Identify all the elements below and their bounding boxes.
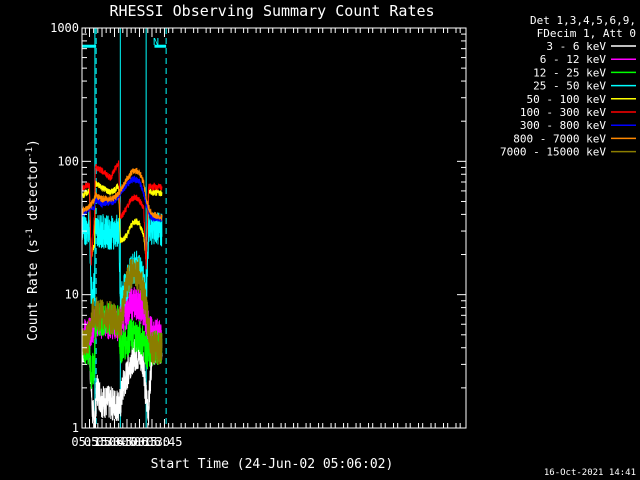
- y-tick-label: 100: [57, 154, 79, 168]
- series-line: [81, 330, 163, 429]
- y-axis-label: Count Rate (s-1 detector-1): [25, 139, 41, 341]
- legend-header-decimation: FDecim 1, Att 0: [537, 27, 636, 40]
- series-line: [81, 301, 163, 389]
- legend-item-label: 25 - 50 keV: [533, 80, 606, 93]
- x-tick-label: 06:15: [121, 435, 157, 449]
- generated-timestamp: 16-Oct-2021 14:41: [544, 468, 636, 478]
- legend-item-label: 800 - 7000 keV: [513, 132, 606, 145]
- legend-item-label: 3 - 6 keV: [546, 40, 606, 53]
- x-tick-label: 05:45: [96, 435, 132, 449]
- y-tick-label: 1000: [50, 21, 79, 35]
- legend-item-label: 300 - 800 keV: [520, 119, 606, 132]
- series-line: [81, 257, 163, 365]
- series-line: [81, 167, 163, 221]
- legend: Det 1,3,4,5,6,9, FDecim 1, Att 0 3 - 6 k…: [500, 14, 636, 159]
- y-axis: 1 10 100 1000: [50, 21, 466, 435]
- x-tick-label: 05:30: [84, 435, 120, 449]
- series-layer: [81, 160, 163, 429]
- x-axis-label: Start Time (24-Jun-02 05:06:02): [151, 457, 394, 472]
- legend-header-detectors: Det 1,3,4,5,6,9,: [530, 14, 636, 27]
- legend-item-label: 12 - 25 keV: [533, 66, 606, 79]
- legend-item-label: 100 - 300 keV: [520, 106, 606, 119]
- legend-item-label: 7000 - 15000 keV: [500, 146, 606, 159]
- plot-frame: [81, 27, 467, 429]
- y-tick-label: 1: [72, 421, 79, 435]
- x-tick-label: 06:30: [134, 435, 170, 449]
- legend-item-label: 50 - 100 keV: [527, 93, 607, 106]
- legend-item-label: 6 - 12 keV: [540, 53, 607, 66]
- x-tick-label: 06:45: [146, 435, 182, 449]
- series-line: [81, 160, 163, 270]
- x-tick-label: 06:00: [109, 435, 145, 449]
- night-annotation: N: [153, 37, 159, 48]
- chart-title: RHESSI Observing Summary Count Rates: [109, 2, 434, 20]
- x-tick-label: 05:15: [71, 435, 107, 449]
- y-tick-label: 10: [65, 288, 79, 302]
